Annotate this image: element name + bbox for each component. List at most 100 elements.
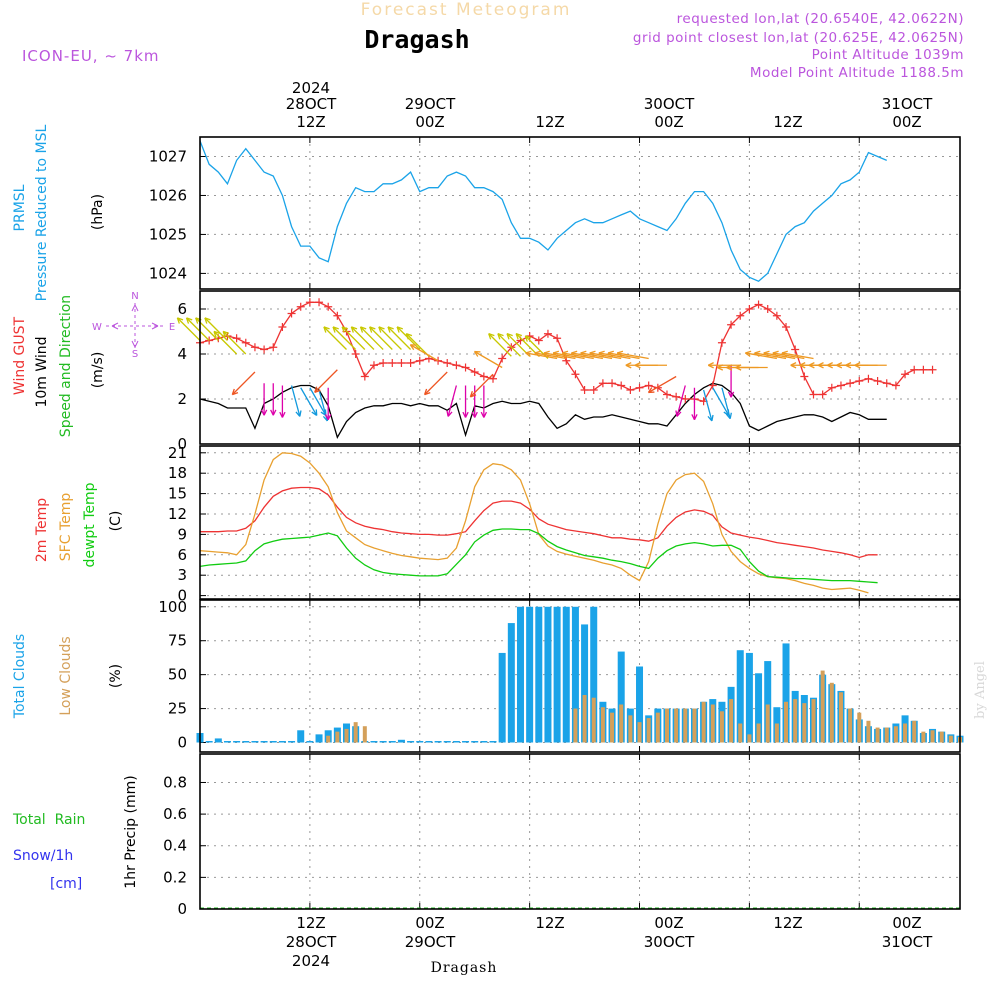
gust-marker [369,361,378,370]
low-clouds-bar [793,699,798,743]
snow-label: Snow/1h [13,848,73,864]
grid-point-coords: grid point closest lon,lat (20.625E, 42.… [633,30,964,46]
top-time-axis: 2024 28OCT 12Z 29OCT 00Z 12Z 30OCT 00Z 1… [286,79,933,131]
pressure-ylabel: Pressure Reduced to MSL [34,124,50,301]
requested-coords: requested lon,lat (20.6540E, 42.0622N) [677,11,964,27]
temp-unit: (C) [108,511,124,532]
total-clouds-bar [782,643,790,743]
wind-arrow [387,326,412,350]
compass-east: E [169,322,175,333]
temp-frame [199,445,961,600]
wind-arrowhead [515,333,523,340]
gust-marker [260,345,269,354]
y-tick-label: 21 [168,444,187,462]
watermark: by Angel [973,661,988,719]
low-clouds-bar [664,708,669,743]
wind-arrowhead [471,411,478,418]
wind-arrowhead [423,388,431,396]
wind-arrow [410,344,439,362]
gust-marker [782,323,791,331]
gust-marker [589,386,598,394]
wind-arrow [213,330,238,355]
wind-arrowhead [324,414,332,421]
temp-series [199,452,878,594]
wind-arrowhead [781,350,788,357]
bottom-hour-label: 12Z [296,914,325,932]
wind-arrow [617,352,649,360]
wind-series [196,298,937,439]
wind-arrowhead [506,333,513,340]
bottom-date-label: 28OCT [286,933,337,951]
low-clouds-bar [829,682,834,743]
low-clouds-bar [573,708,578,743]
total-clouds-bar [581,624,589,743]
total-clouds-bar [416,741,424,743]
gust-marker [205,336,214,345]
low-clouds-ylabel: Low Clouds [58,636,74,715]
wind-arrowhead [524,335,532,342]
total-clouds-bar [278,741,286,743]
wind-arrow [300,387,318,416]
compass-arrow-icon [111,304,159,348]
wind-arrow [607,352,640,360]
total-clouds-bar [233,741,241,743]
wind-arrowhead [350,326,358,333]
gust-marker [644,381,653,390]
pressure-line [199,140,888,282]
wind-arrowhead [204,317,211,324]
wind-arrowhead [378,326,385,333]
precip-panel: Total Rain Snow/1h [cm] 1hr Precip (mm) … [12,753,961,918]
y-tick-label: 1024 [149,264,187,282]
wind-arrowhead [314,386,321,393]
wind-arrow [488,333,512,357]
y-tick-label: 1025 [149,225,187,243]
gust-marker [553,334,562,343]
wind-arrow [754,352,787,360]
low-clouds-bar [930,730,935,743]
wind-arrow [314,369,338,393]
top-hour-label: 12Z [535,113,564,131]
gust-marker [534,336,543,345]
wind-arrow [721,387,731,419]
low-clouds-bar [738,723,743,743]
gust-marker [598,379,607,388]
low-clouds-bar [857,712,862,743]
direction-ylabel: Speed and Direction [58,295,74,437]
low-clouds-bar [719,711,724,743]
total-clouds-bar [407,741,415,743]
low-clouds-bar [326,735,331,743]
total-clouds-bar [205,741,213,743]
low-clouds-bar [674,708,679,743]
wind-arrowhead [561,350,569,357]
wind-arrowhead [462,411,469,418]
precip-ticks: 0 0.2 0.4 0.6 0.8 [163,754,860,918]
wind-arrowhead [543,350,550,357]
total-clouds-bar [425,741,433,743]
total-clouds-bar [452,741,460,743]
wind-arrowhead [260,409,268,416]
total-clouds-bar [590,606,598,743]
location-title: Dragash [364,25,469,54]
gust-marker [662,390,671,399]
wind-arrow [580,352,613,360]
clouds-bars [196,606,964,743]
y-tick-label: 0.8 [163,773,187,791]
gust-marker [626,386,635,394]
y-tick-label: 0 [177,900,187,918]
gust-marker [360,372,369,381]
clouds-unit: (%) [108,664,124,688]
wind-arrowhead [387,326,394,333]
low-clouds-bar [628,715,633,743]
wind-arrow [231,371,256,396]
pressure-ylabel: PRMSL [12,184,28,231]
wind-arrowhead [836,362,843,369]
low-clouds-bar [948,735,953,743]
gust-marker [800,372,809,381]
top-date-label: 28OCT [286,95,337,113]
total-clouds-bar [434,741,442,743]
wind-arrowhead [185,317,193,324]
wind-arrow [405,333,430,357]
sfctemp-ylabel: SFC Temp [58,493,74,562]
low-clouds-bar [362,726,367,743]
wind-grid [200,291,960,445]
